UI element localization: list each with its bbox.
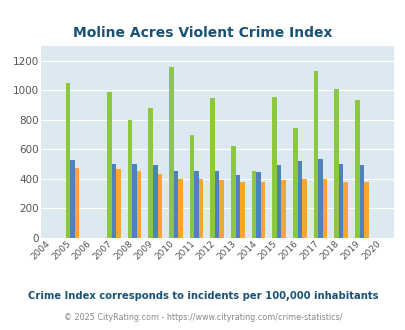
Bar <box>322 180 326 238</box>
Bar <box>132 164 136 238</box>
Text: Moline Acres Violent Crime Index: Moline Acres Violent Crime Index <box>73 26 332 40</box>
Bar <box>173 171 178 238</box>
Bar <box>251 171 256 238</box>
Bar <box>168 67 173 238</box>
Bar <box>260 182 265 238</box>
Bar <box>111 164 116 238</box>
Bar <box>107 92 111 238</box>
Bar <box>75 168 79 238</box>
Bar <box>189 135 194 238</box>
Bar <box>70 160 75 238</box>
Bar <box>178 179 182 238</box>
Bar <box>214 171 219 238</box>
Bar <box>354 100 359 238</box>
Bar <box>318 159 322 238</box>
Text: Crime Index corresponds to incidents per 100,000 inhabitants: Crime Index corresponds to incidents per… <box>28 291 377 301</box>
Bar <box>128 120 132 238</box>
Bar <box>198 180 203 238</box>
Bar <box>338 164 343 238</box>
Bar <box>292 128 297 238</box>
Bar <box>116 169 120 238</box>
Bar <box>153 165 157 238</box>
Text: © 2025 CityRating.com - https://www.cityrating.com/crime-statistics/: © 2025 CityRating.com - https://www.city… <box>64 313 341 322</box>
Bar <box>66 83 70 238</box>
Bar <box>313 71 318 238</box>
Bar <box>210 98 214 238</box>
Bar <box>363 182 368 238</box>
Bar <box>297 161 301 238</box>
Bar <box>256 172 260 238</box>
Bar <box>359 165 363 238</box>
Bar <box>194 171 198 238</box>
Bar <box>333 89 338 238</box>
Bar <box>276 165 281 238</box>
Bar <box>343 182 347 238</box>
Bar <box>157 174 162 238</box>
Bar <box>219 180 224 238</box>
Bar <box>235 175 239 238</box>
Bar <box>239 182 244 238</box>
Bar <box>136 171 141 238</box>
Bar <box>281 180 285 238</box>
Bar <box>148 108 153 238</box>
Bar <box>301 180 306 238</box>
Bar <box>272 97 276 238</box>
Bar <box>230 146 235 238</box>
